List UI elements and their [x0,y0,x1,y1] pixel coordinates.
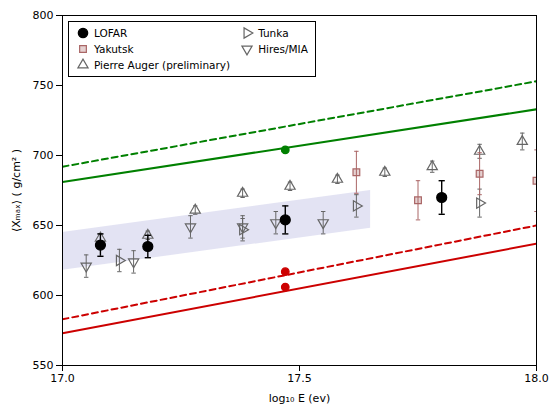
html-text:LOFAR: LOFAR [94,27,128,39]
html-text:Tunka: Tunka [258,27,289,39]
svg-text:750: 750 [33,79,54,92]
svg-text:700: 700 [33,149,54,162]
svg-text:550: 550 [33,359,54,372]
svg-text:650: 650 [33,219,54,232]
html-text:Pierre Auger (preliminary): Pierre Auger (preliminary) [94,59,231,71]
svg-text:18.0: 18.0 [524,372,549,385]
svg-text:17.5: 17.5 [287,372,312,385]
svg-text:log₁₀ E (ev): log₁₀ E (ev) [269,392,330,405]
html-text:Yakutsk: Yakutsk [94,43,134,55]
svg-text:800: 800 [33,9,54,22]
svg-text:⟨Xₘₐₓ⟩ ( g/cm² ): ⟨Xₘₐₓ⟩ ( g/cm² ) [10,149,23,232]
svg-text:17.0: 17.0 [50,372,75,385]
html-text:Hires/MIA: Hires/MIA [258,43,308,55]
svg-text:600: 600 [33,289,54,302]
